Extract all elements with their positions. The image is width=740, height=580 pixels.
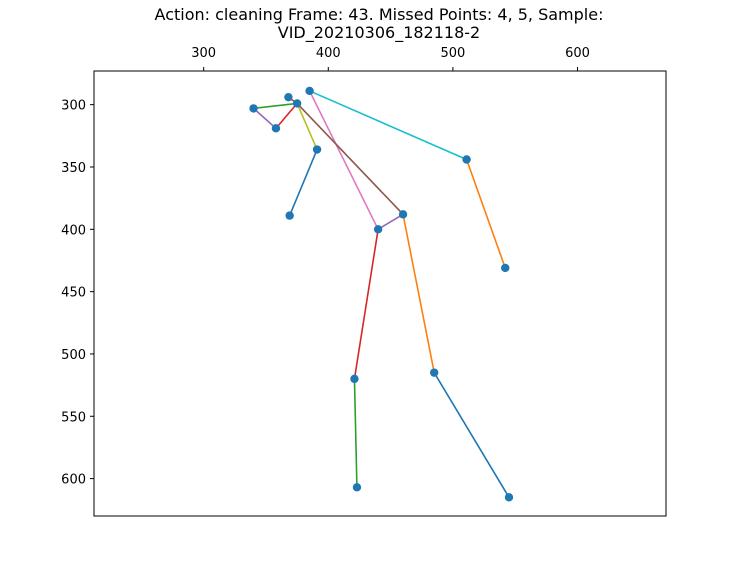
x-tick-label: 300 <box>191 46 216 61</box>
keypoint-marker <box>249 104 258 113</box>
keypoint-marker <box>462 155 471 164</box>
y-tick-label: 300 <box>61 99 86 114</box>
skeleton-segment <box>353 228 379 380</box>
plot-frame <box>93 70 667 517</box>
y-tick-label: 500 <box>61 348 86 363</box>
skeleton-segment <box>433 371 510 499</box>
keypoint-marker <box>501 263 510 273</box>
x-tick-label: 600 <box>565 46 590 61</box>
skeleton-segment <box>402 213 436 374</box>
keypoint-marker <box>373 225 383 234</box>
skeleton-points <box>249 86 514 502</box>
keypoint-marker <box>292 99 302 108</box>
y-tick-label: 550 <box>61 410 86 425</box>
keypoint-marker <box>284 92 293 102</box>
skeleton-segment <box>252 102 298 110</box>
skeleton-segment <box>308 90 468 161</box>
keypoint-marker <box>350 374 359 384</box>
skeleton-segments <box>252 90 510 499</box>
keypoint-marker <box>430 368 439 377</box>
skeleton-segment <box>288 148 318 217</box>
y-tick-label: 400 <box>61 223 86 238</box>
chart-title-line-1: Action: cleaning Frame: 43. Missed Point… <box>155 5 604 24</box>
skeleton-segment <box>296 102 404 216</box>
skeleton-segment <box>353 378 358 489</box>
keypoint-marker <box>285 211 294 220</box>
x-tick-label: 400 <box>316 46 341 61</box>
y-tick-label: 350 <box>61 161 86 176</box>
y-tick-label: 600 <box>61 473 86 488</box>
keypoint-marker <box>271 124 281 133</box>
y-axis-ticks: 300 350 400 450 500 550 600 <box>61 99 94 488</box>
skeleton-segment <box>275 102 298 130</box>
keypoint-marker <box>312 145 322 154</box>
x-tick-label: 500 <box>440 46 465 61</box>
keypoint-marker <box>504 493 514 502</box>
chart-title-line-2: VID_20210306_182118-2 <box>278 23 480 43</box>
keypoint-marker <box>352 483 362 492</box>
keypoint-marker <box>398 210 408 219</box>
skeleton-segment <box>377 213 404 231</box>
y-tick-label: 450 <box>61 286 86 301</box>
skeleton-segment <box>252 107 277 130</box>
keypoint-marker <box>305 86 314 96</box>
skeleton-segment <box>308 90 379 231</box>
skeleton-segment <box>465 158 507 269</box>
skeleton-segment <box>296 102 318 151</box>
x-axis-ticks: 300 400 500 600 <box>191 46 590 71</box>
